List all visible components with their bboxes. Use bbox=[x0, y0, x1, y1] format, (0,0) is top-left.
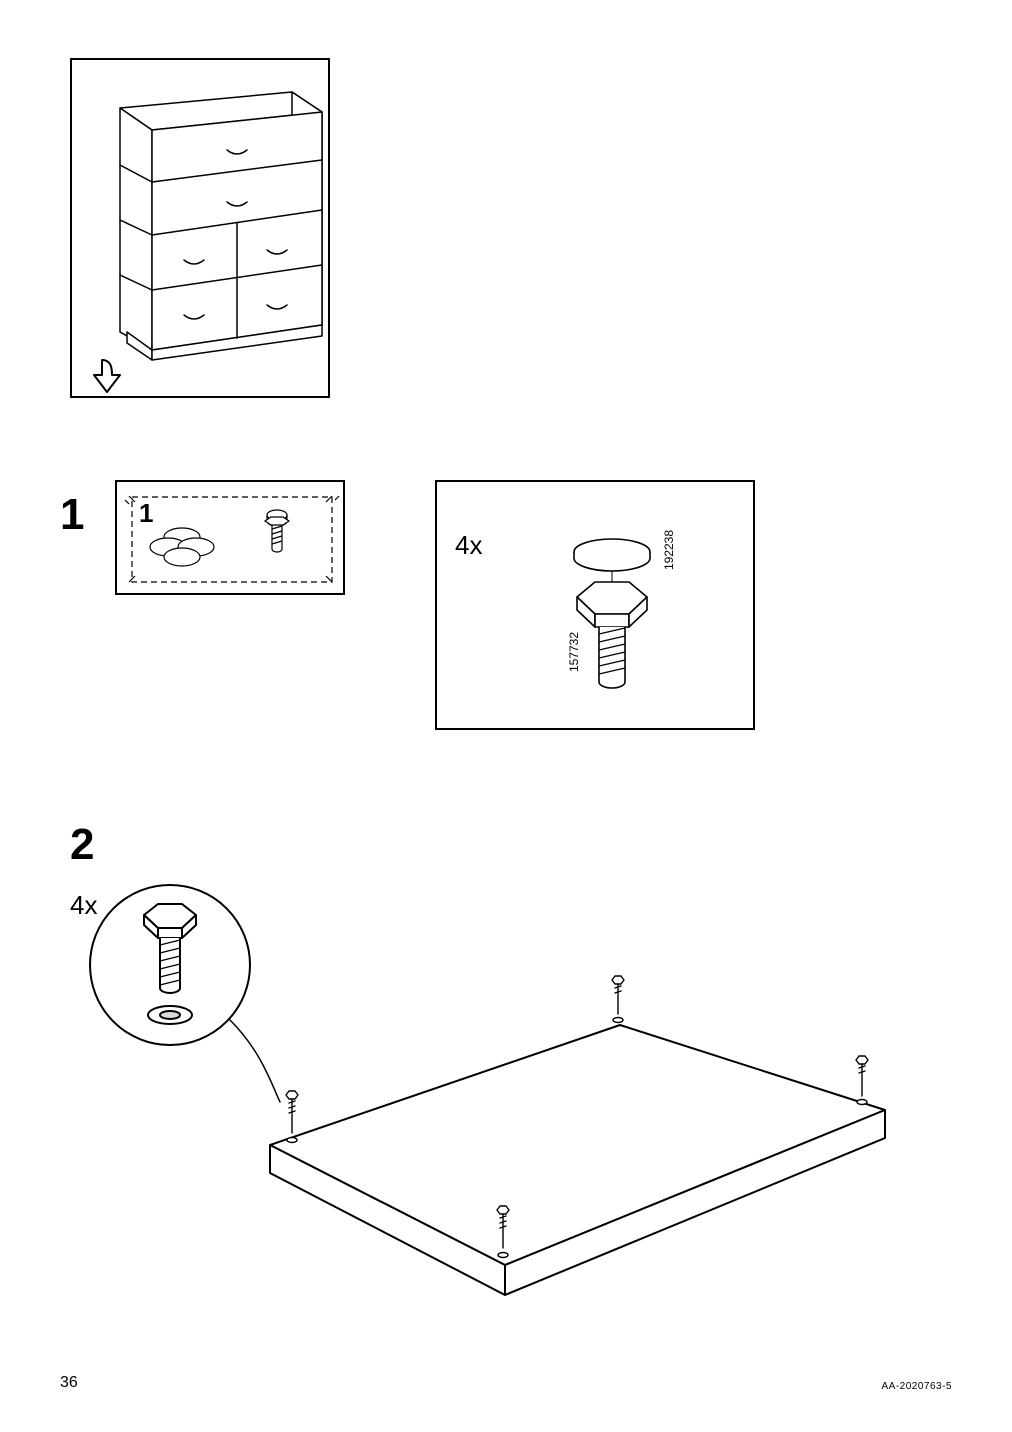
assembly-page: 1 bbox=[0, 0, 1012, 1432]
page-number: 36 bbox=[60, 1374, 78, 1392]
step-2-label: 2 bbox=[70, 820, 94, 870]
doc-reference: AA-2020763-5 bbox=[882, 1381, 953, 1392]
step2-drawing bbox=[60, 870, 900, 1330]
step1-bag-panel: 1 bbox=[115, 480, 345, 595]
overview-panel bbox=[70, 58, 330, 398]
step1-parts-panel: 4x 192238 157732 bbox=[435, 480, 755, 730]
part-bolt-number: 157732 bbox=[567, 632, 581, 672]
part-cap-number: 192238 bbox=[662, 530, 676, 570]
step-1-label: 1 bbox=[60, 490, 84, 540]
step1-qty: 4x bbox=[455, 530, 482, 561]
dresser-drawing bbox=[72, 60, 332, 400]
bolt-cap-drawing bbox=[437, 482, 757, 732]
bag-number: 1 bbox=[139, 498, 153, 529]
